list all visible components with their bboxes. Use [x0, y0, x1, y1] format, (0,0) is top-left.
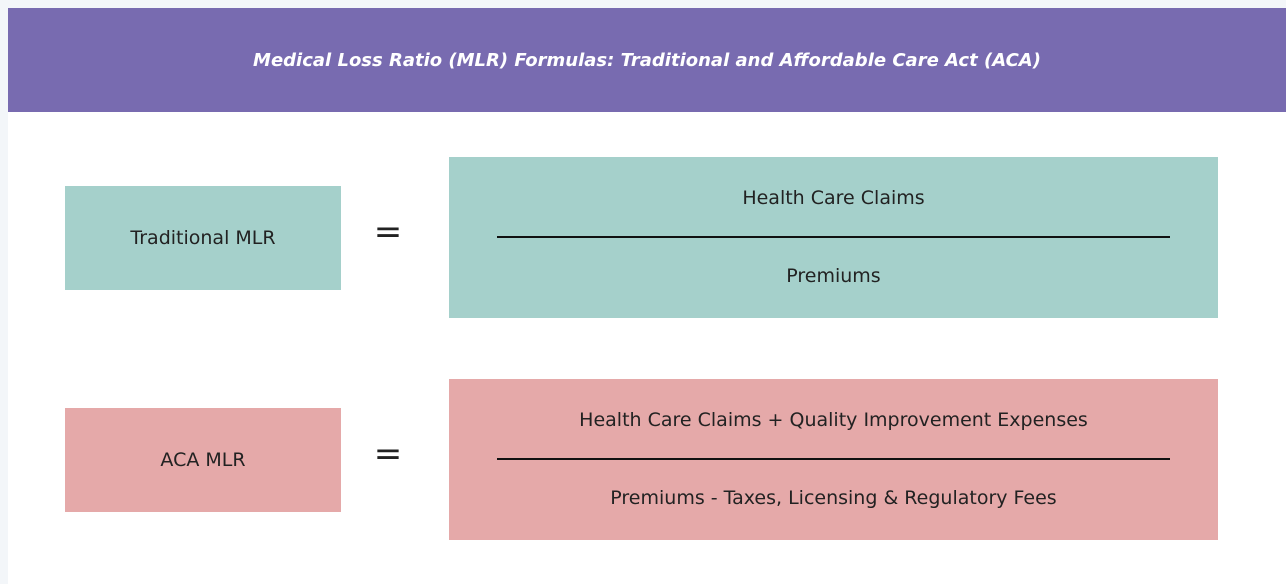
fraction-bar [497, 458, 1170, 460]
operator: = [373, 212, 403, 252]
fraction-bar [497, 236, 1170, 238]
diagram: Medical Loss Ratio (MLR) Formulas: Tradi… [8, 8, 1286, 584]
operator: = [373, 434, 403, 474]
label: ACA MLR [160, 449, 246, 471]
fraction-box: Health Care Claims Premiums [449, 157, 1218, 318]
label: Traditional MLR [130, 227, 276, 249]
numerator: Health Care Claims + Quality Improvement… [579, 409, 1088, 431]
denominator: Premiums - Taxes, Licensing & Regulatory… [610, 487, 1057, 509]
fraction-box: Health Care Claims + Quality Improvement… [449, 379, 1218, 540]
denominator: Premiums [786, 265, 881, 287]
label-box: ACA MLR [65, 408, 341, 512]
numerator: Health Care Claims [742, 187, 925, 209]
label-box: Traditional MLR [65, 186, 341, 290]
header-title: Medical Loss Ratio (MLR) Formulas: Tradi… [8, 8, 1286, 112]
